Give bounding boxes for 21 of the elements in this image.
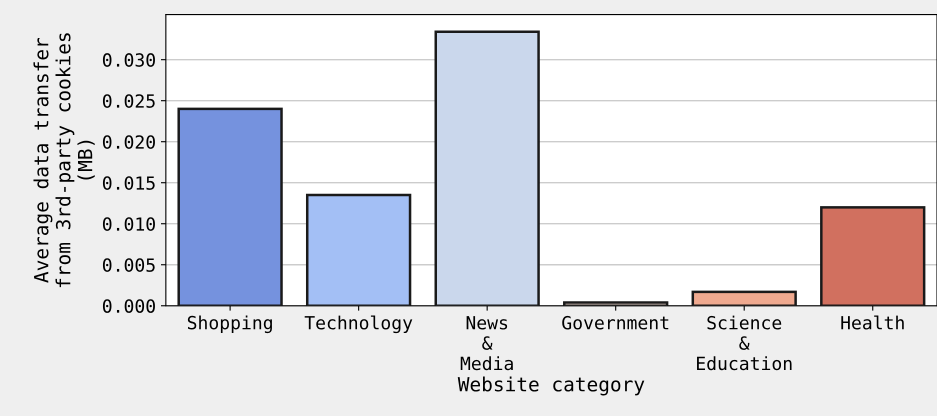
x-axis-title: Website category <box>458 376 644 396</box>
y-tick-label: 0.025 <box>102 94 155 108</box>
y-tick-label: 0.020 <box>102 135 155 149</box>
bar <box>692 290 797 306</box>
bar <box>563 301 668 306</box>
bar <box>177 108 283 306</box>
y-axis-title: Average data transfer from 3rd-party cookies (MB) <box>33 33 95 288</box>
x-tick-label: Health <box>841 315 904 330</box>
bar <box>820 206 926 306</box>
bar <box>434 30 540 306</box>
x-tick-label: Shopping <box>188 315 272 334</box>
y-tick-label: 0.005 <box>102 258 155 272</box>
y-tick-label: 0.000 <box>102 299 155 313</box>
x-tick-label: Technology <box>304 315 412 334</box>
x-tick-label: Science & Education <box>697 316 792 370</box>
y-tick-label: 0.015 <box>102 176 155 190</box>
x-tick-label: News & Media <box>460 316 513 370</box>
y-tick-label: 0.030 <box>102 53 155 67</box>
x-tick-label: Government <box>562 316 668 330</box>
y-tick-label: 0.010 <box>102 217 155 231</box>
bar <box>306 194 412 306</box>
